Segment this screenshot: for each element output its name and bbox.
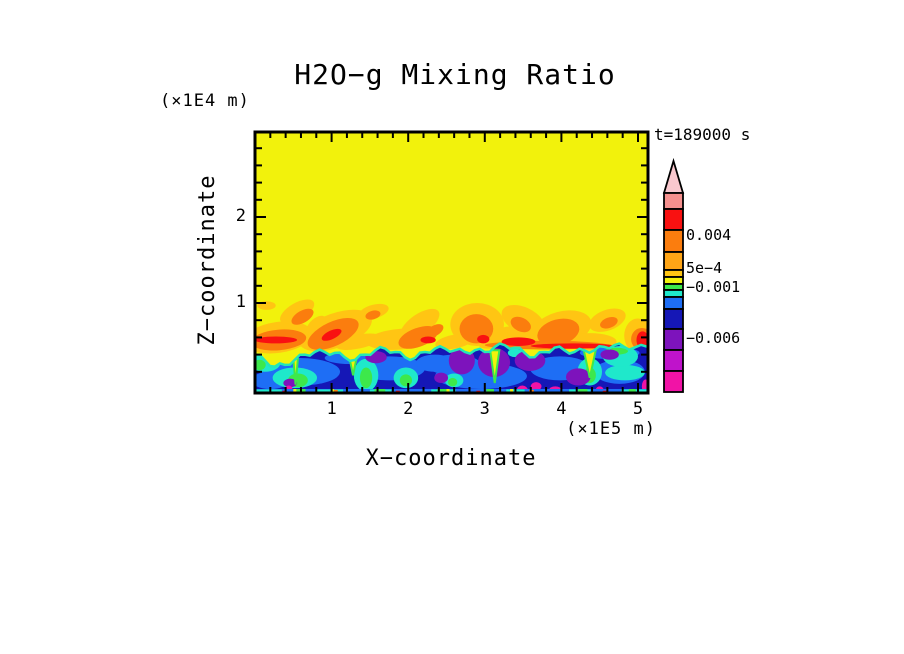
red-contour-blob [321, 328, 342, 341]
colorbar-segment [663, 251, 684, 271]
bottom-strip-green [486, 389, 494, 393]
x-tick-label: 2 [403, 399, 414, 419]
bottom-strip-green [437, 389, 447, 393]
red-contour-blob [255, 336, 298, 344]
x-tick-label: 4 [556, 399, 567, 419]
colorbar-segment [663, 269, 684, 278]
y-axis-title: Z−coordinate [195, 174, 220, 346]
orange-contour-blob [291, 308, 314, 325]
green-contour-patch [448, 377, 458, 387]
colorbar-segment [663, 289, 684, 298]
bottom-strip-orange [333, 389, 338, 393]
x-tick-label: 1 [326, 399, 337, 419]
chart-title: H2O−g Mixing Ratio [294, 58, 616, 91]
green-contour-patch [255, 359, 266, 371]
bottom-strip-yellow [446, 389, 450, 393]
colorbar-segment [663, 328, 684, 351]
red-contour-blob [501, 337, 536, 347]
colorbar-tick-label: 5e−4 [686, 259, 723, 277]
y-axis-units-label: (×1E4 m) [160, 91, 250, 111]
colorbar-segment [663, 208, 684, 231]
orange-contour-blob [365, 310, 381, 320]
x-tick-label: 3 [479, 399, 490, 419]
magenta-contour-spot [530, 382, 542, 391]
cyan-contour-patch [605, 364, 645, 381]
y-tick-label: 2 [235, 206, 246, 226]
interface-fringe [255, 342, 648, 368]
orange-contour-blob [510, 316, 531, 333]
red-contour-blob [420, 336, 436, 344]
colorbar-tick-label: 0.004 [686, 226, 732, 244]
colorbar-segment [663, 349, 684, 372]
time-annotation: t=189000 s [654, 125, 751, 144]
gold-contour-blob [306, 315, 326, 334]
colorbar-tick-label: −0.006 [686, 329, 741, 347]
red-contour-blob [530, 343, 616, 349]
green-contour-patch [359, 367, 373, 389]
green-contour-patch [399, 374, 413, 387]
gold-contour-blob [335, 333, 381, 350]
bottom-strip-cyan [316, 389, 344, 393]
colorbar-segment [663, 192, 684, 210]
gold-contour-blob [279, 299, 315, 324]
bottom-strip-cyan [255, 389, 282, 393]
x-tick-label: 5 [632, 399, 644, 419]
red-contour-blob [477, 334, 490, 344]
axis-ticks [256, 133, 647, 392]
entrainment-wedge [489, 349, 501, 384]
orange-contour-blob [537, 318, 580, 346]
field-group [255, 132, 648, 393]
bottom-strip-yellow [293, 389, 297, 393]
colorbar-segment [663, 276, 684, 285]
x-axis-units-label: (×1E5 m) [566, 419, 656, 439]
colorbar-segment [663, 308, 684, 330]
plot-border [253, 130, 650, 395]
colorbar-tick-label: −0.001 [686, 278, 741, 296]
colorbar-segment [663, 229, 684, 253]
purple-contour-blob [565, 368, 591, 386]
purple-contour-blob [283, 378, 298, 388]
bottom-strip-green [628, 389, 636, 393]
x-axis-title: X−coordinate [365, 446, 537, 471]
bottom-strip-yellow [510, 389, 514, 393]
colorbar-segment [663, 296, 684, 310]
orange-contour-blob [600, 317, 618, 329]
bottom-strip-green [578, 389, 588, 393]
orange-contour-blob [426, 324, 444, 337]
bottom-strip-green [374, 389, 386, 393]
purple-contour-blob [600, 349, 619, 360]
colorbar-segment [663, 370, 684, 393]
y-tick-label: 1 [235, 292, 246, 312]
colorbar-arrow [662, 157, 685, 194]
purple-contour-blob [434, 372, 449, 383]
